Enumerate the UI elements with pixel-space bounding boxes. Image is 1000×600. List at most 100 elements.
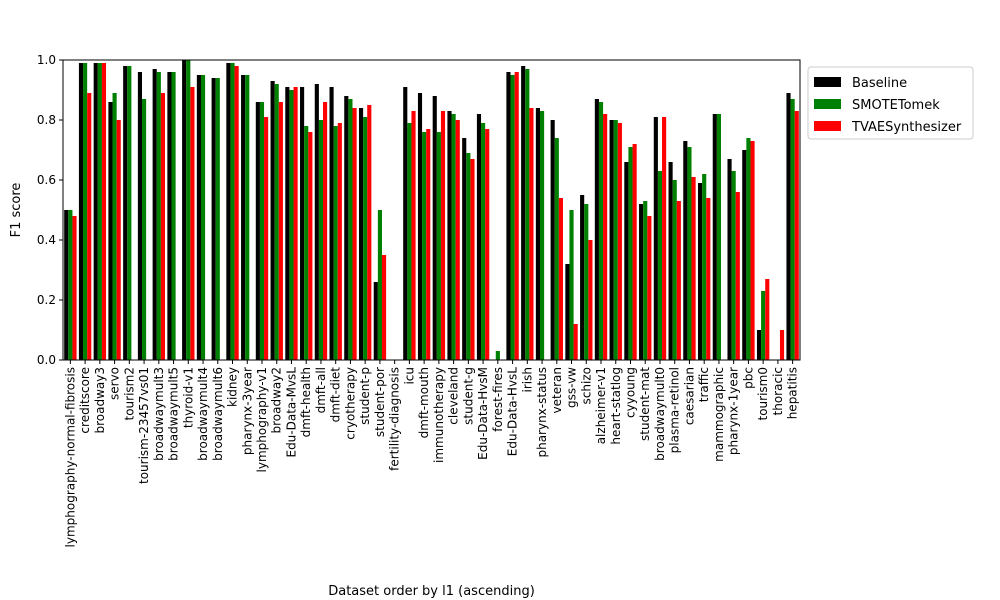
bar-smotetomek-34 — [569, 210, 574, 360]
x-tick-label: alzheimer-v1 — [594, 367, 608, 444]
bar-baseline-28 — [476, 114, 482, 360]
bar-smotetomek-28 — [481, 123, 486, 360]
x-tick-label: tourism-23457vs01 — [137, 367, 151, 484]
x-tick-label: cryotherapy — [343, 367, 357, 440]
x-tick-label: broadwaymult6 — [211, 367, 225, 461]
bar-baseline-10 — [211, 78, 216, 360]
bar-baseline-1 — [78, 63, 84, 360]
bar-smotetomek-17 — [318, 120, 324, 360]
x-tick-label: pbc — [741, 367, 755, 389]
bar-smotetomek-24 — [422, 132, 427, 360]
y-tick-label: 0.6 — [37, 173, 56, 187]
bar-smotetomek-3 — [112, 93, 117, 360]
x-tick-label: thyroid-v1 — [181, 367, 195, 428]
bar-tvaesynthesizer-16 — [308, 132, 313, 360]
x-tick-label: broadwaymult3 — [152, 367, 166, 461]
bar-baseline-21 — [373, 282, 378, 360]
bar-smotetomek-30 — [510, 75, 515, 360]
bar-smotetomek-9 — [200, 75, 206, 360]
x-tick-label: mammographic — [712, 367, 726, 462]
bar-smotetomek-25 — [436, 132, 441, 360]
bar-baseline-16 — [300, 87, 305, 360]
bar-baseline-27 — [462, 138, 467, 360]
y-axis: 0.0 0.2 0.4 0.6 0.8 1.0 — [37, 53, 63, 367]
bar-tvaesynthesizer-13 — [264, 117, 269, 360]
x-tick-label: student-por — [373, 367, 387, 437]
legend: Baseline SMOTETomek TVAESynthesizer — [807, 66, 974, 140]
bar-tvaesynthesizer-19 — [352, 108, 357, 360]
bar-baseline-4 — [123, 66, 128, 360]
bar-baseline-35 — [580, 195, 585, 360]
bar-smotetomek-26 — [451, 114, 456, 360]
x-tick-label: student-mat — [638, 367, 652, 441]
x-tick-label: dmft-all — [314, 367, 328, 413]
bar-baseline-44 — [712, 114, 717, 360]
bar-baseline-7 — [167, 72, 172, 360]
bar-tvaesynthesizer-33 — [558, 198, 563, 360]
x-tick-label: lymphography-v1 — [255, 367, 269, 472]
bar-smotetomek-18 — [333, 126, 338, 360]
bar-baseline-17 — [314, 84, 319, 360]
bar-smotetomek-12 — [245, 75, 250, 360]
bar-tvaesynthesizer-3 — [116, 120, 121, 360]
bar-baseline-20 — [358, 108, 364, 360]
bar-smotetomek-23 — [407, 123, 412, 360]
bar-baseline-40 — [653, 117, 658, 360]
x-tick-label: dmft-mouth — [417, 367, 431, 438]
bar-tvaesynthesizer-0 — [72, 216, 77, 360]
bar-smotetomek-39 — [643, 201, 648, 360]
bar-smotetomek-0 — [68, 210, 73, 360]
bar-smotetomek-45 — [731, 171, 736, 360]
bar-tvaesynthesizer-31 — [529, 108, 534, 360]
plot-frame — [62, 59, 801, 361]
bar-smotetomek-37 — [613, 120, 618, 360]
bar-smotetomek-47 — [761, 291, 766, 360]
bar-smotetomek-1 — [83, 63, 88, 360]
bar-tvaesynthesizer-34 — [573, 324, 578, 360]
bar-tvaesynthesizer-37 — [617, 123, 622, 360]
x-tick-label: kidney — [226, 367, 240, 407]
bar-baseline-5 — [137, 72, 143, 360]
bar-baseline-9 — [196, 75, 201, 360]
bar-baseline-33 — [550, 120, 555, 360]
bar-tvaesynthesizer-28 — [485, 129, 490, 360]
bar-smotetomek-27 — [466, 153, 471, 360]
bar-tvaesynthesizer-40 — [662, 117, 667, 360]
bar-baseline-0 — [64, 210, 69, 360]
bar-baseline-32 — [535, 108, 540, 360]
bar-baseline-36 — [594, 99, 599, 360]
bar-smotetomek-41 — [672, 180, 677, 360]
bar-baseline-26 — [447, 111, 452, 360]
x-tick-label: creditscore — [78, 367, 92, 434]
bar-baseline-6 — [152, 69, 157, 360]
y-tick-label: 0.8 — [37, 113, 56, 127]
bar-smotetomek-19 — [348, 99, 353, 360]
bar-smotetomek-42 — [687, 147, 692, 360]
x-tick-label: servo — [108, 367, 122, 400]
x-tick-label: hepatitis — [786, 367, 800, 419]
y-tick-label: 1.0 — [37, 53, 56, 67]
y-tick-label: 0.2 — [37, 293, 56, 307]
bar-baseline-45 — [727, 159, 732, 360]
legend-box — [807, 66, 974, 140]
x-tick-label: student-g — [461, 367, 475, 425]
x-tick-label: dmft-health — [299, 367, 313, 437]
bar-baseline-19 — [344, 96, 349, 360]
x-tick-label: tourism0 — [756, 367, 770, 421]
bar-tvaesynthesizer-21 — [381, 255, 387, 360]
bar-tvaesynthesizer-49 — [794, 111, 799, 360]
bar-smotetomek-15 — [289, 90, 294, 360]
legend-swatch-tvaesynthesizer — [814, 121, 841, 131]
bar-smotetomek-16 — [304, 126, 309, 360]
bar-smotetomek-32 — [539, 111, 545, 360]
y-tick-label: 0.0 — [37, 353, 56, 367]
bar-tvaesynthesizer-43 — [706, 198, 711, 360]
bar-baseline-34 — [565, 264, 570, 360]
bar-baseline-46 — [742, 150, 747, 360]
bar-smotetomek-7 — [171, 72, 176, 360]
bar-tvaesynthesizer-38 — [632, 144, 637, 360]
bar-tvaesynthesizer-17 — [323, 102, 328, 360]
bar-baseline-30 — [506, 72, 511, 360]
bar-smotetomek-21 — [377, 210, 382, 360]
bar-tvaesynthesizer-45 — [735, 192, 740, 360]
